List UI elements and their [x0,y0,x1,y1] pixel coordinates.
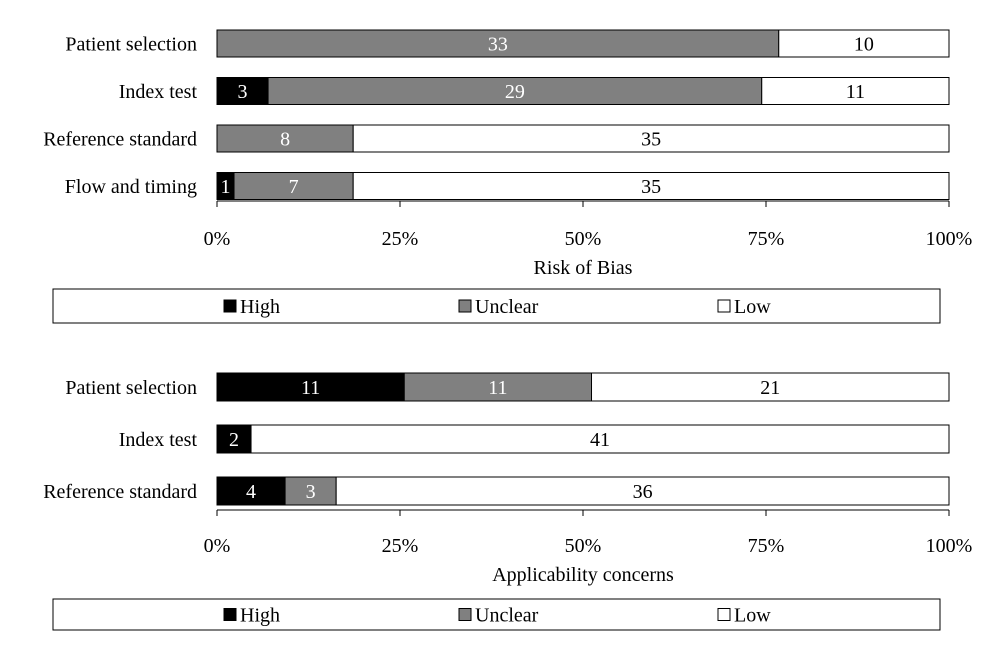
panel2-bar-label-index-test-high: 2 [229,429,239,451]
panel2-bar-label-patient-selection-low: 21 [760,377,780,399]
panel2-bar-reference-standard-low [335,476,950,506]
panel1-bar-label-patient-selection-low: 10 [854,34,874,56]
panel1-category-label-flow-and-timing: Flow and timing [65,176,197,198]
panel1-x-tick-label-4: 100% [926,228,973,250]
panel2-legend-swatch-high [223,608,237,621]
panel1-bar-index-test-high [216,77,269,105]
panel2-bar-label-reference-standard-high: 4 [246,481,256,503]
panel2-legend-box [52,598,941,631]
panel1-category-label-reference-standard: Reference standard [43,129,197,151]
panel2-category-label-index-test: Index test [119,429,198,451]
panel2-x-tick-label-1: 25% [382,535,419,557]
panel1-bar-label-flow-and-timing-unclear: 7 [289,176,299,198]
panel2-legend-label-high: High [240,605,280,627]
panel1-legend-swatch-unclear [458,299,472,313]
panel1-legend-label-low: Low [734,296,771,318]
panel1-legend-box [52,288,941,324]
panel1-legend-swatch-low [717,299,731,313]
panel2-bar-patient-selection-high [216,372,405,402]
panel1-bar-flow-and-timing-unclear [233,172,354,200]
panel1-bar-flow-and-timing-low [352,172,950,200]
panel1-bar-label-index-test-unclear: 29 [505,81,525,103]
panel2-bar-label-index-test-low: 41 [590,429,610,451]
panel1-x-tick-label-2: 50% [565,228,602,250]
panel2-x-tick-label-4: 100% [926,535,973,557]
panel1-bar-reference-standard-low [352,124,950,153]
panel2-x-axis-title: Applicability concerns [492,564,674,586]
panel1-x-tick-label-3: 75% [748,228,785,250]
panel1-legend-label-unclear: Unclear [475,296,539,318]
panel2-legend-swatch-unclear [458,608,472,621]
panel1-bar-label-flow-and-timing-high: 1 [221,176,231,198]
panel1-legend-label-high: High [240,296,280,318]
panel1-x-tick-label-1: 25% [382,228,419,250]
panel2-bar-patient-selection-low [591,372,950,402]
panel2-legend-label-low: Low [734,605,771,627]
panel1-x-axis-title: Risk of Bias [534,257,633,279]
panel2-x-tick-label-0: 0% [204,535,231,557]
panel1-category-label-index-test: Index test [119,81,198,103]
panel2-x-tick-label-3: 75% [748,535,785,557]
panel1-legend-swatch-high [223,299,237,313]
panel1-bar-label-flow-and-timing-low: 35 [641,176,661,198]
panel2-bar-index-test-low [250,424,950,454]
panel2-legend-label-unclear: Unclear [475,605,539,627]
panel2-bar-reference-standard-high [216,476,286,506]
panel1-bar-index-test-low [761,77,950,105]
panel1-category-label-patient-selection: Patient selection [65,34,197,56]
panel1-bar-label-index-test-high: 3 [238,81,248,103]
panel2-bar-label-reference-standard-unclear: 3 [306,481,316,503]
panel2-bar-reference-standard-unclear [284,476,337,506]
panel1-bar-label-reference-standard-unclear: 8 [280,129,290,151]
panel1-bar-label-reference-standard-low: 35 [641,129,661,151]
panel1-bar-reference-standard-unclear [216,124,354,153]
panel1-bar-patient-selection-low [778,29,950,58]
panel1-x-tick-label-0: 0% [204,228,231,250]
panel2-legend-swatch-low [717,608,731,621]
panel2-bar-label-patient-selection-high: 11 [301,377,320,399]
panel2-bar-label-patient-selection-unclear: 11 [488,377,507,399]
panel2-category-label-patient-selection: Patient selection [65,377,197,399]
panel1-bar-label-patient-selection-unclear: 33 [488,34,508,56]
panel1-bar-label-index-test-low: 11 [846,81,865,103]
panel2-category-label-reference-standard: Reference standard [43,481,197,503]
panel1-bar-patient-selection-unclear [216,29,780,58]
panel2-x-tick-label-2: 50% [565,535,602,557]
panel2-bar-label-reference-standard-low: 36 [633,481,653,503]
